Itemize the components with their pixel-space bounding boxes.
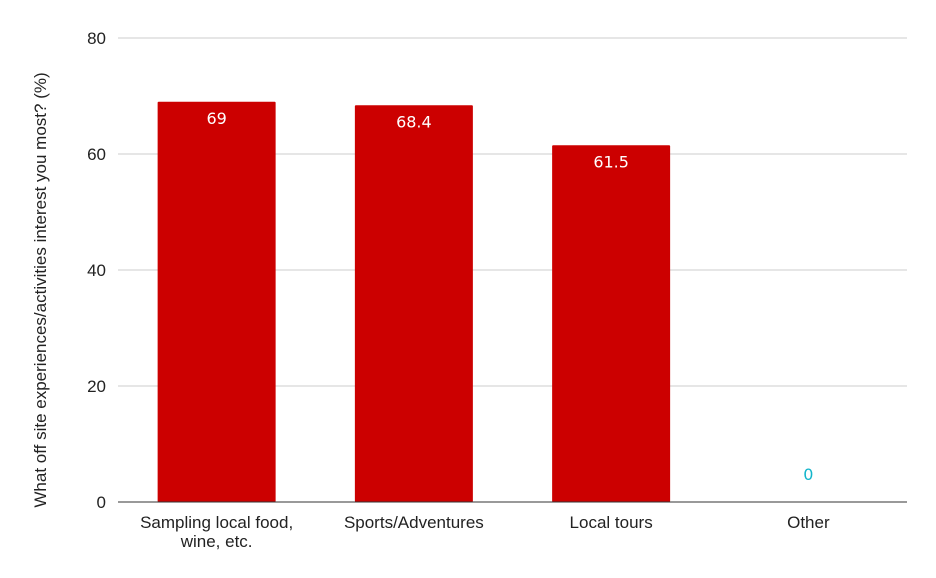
bar — [354, 105, 473, 502]
y-axis-label: What off site experiences/activities int… — [31, 72, 50, 507]
data-label: 68.4 — [396, 112, 432, 131]
bar — [552, 145, 671, 503]
data-label: 0 — [803, 465, 813, 484]
y-tick-label: 60 — [87, 145, 106, 164]
x-tick-label: Sports/Adventures — [344, 513, 484, 532]
y-tick-label: 0 — [97, 493, 106, 512]
y-tick-label: 40 — [87, 261, 106, 280]
x-tick-label: Sampling local food, wine, etc. — [140, 513, 293, 551]
x-tick-label: Other — [787, 513, 830, 532]
y-tick-label: 20 — [87, 377, 106, 396]
data-label: 61.5 — [593, 152, 629, 171]
y-tick-label: 80 — [87, 29, 106, 48]
bar — [157, 101, 276, 503]
y-axis-ticks: 0 20 40 60 80 — [87, 29, 106, 512]
data-label: 69 — [206, 109, 226, 128]
bars: 69 68.4 61.5 0 — [157, 101, 813, 503]
x-axis-ticks: Sampling local food, wine, etc. Sports/Adv… — [140, 513, 830, 551]
x-tick-label: Local tours — [570, 513, 653, 532]
